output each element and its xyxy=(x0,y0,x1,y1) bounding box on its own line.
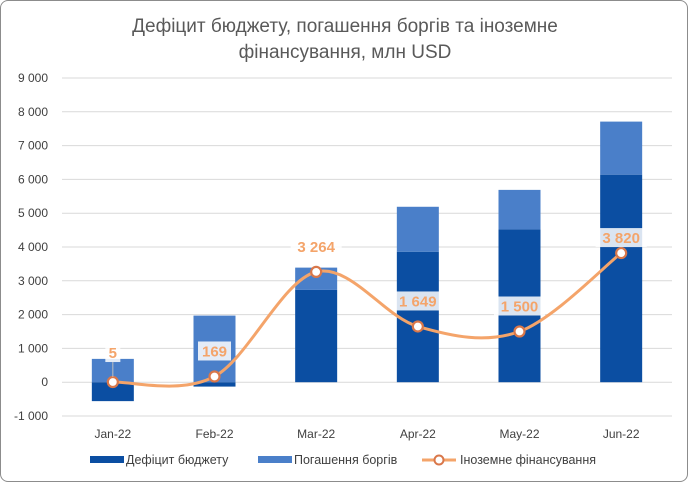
y-tick-label: 4 000 xyxy=(18,240,48,254)
gridlines xyxy=(62,77,672,417)
line-series xyxy=(106,246,628,389)
legend-label: Погашення боргів xyxy=(294,453,398,467)
y-tick-label: 5 000 xyxy=(18,206,48,220)
y-tick-label: -1 000 xyxy=(14,409,48,423)
bar-debt-repayment xyxy=(295,267,338,290)
bar-debt-repayment xyxy=(600,121,643,175)
bar-debt-repayment xyxy=(498,189,541,230)
x-tick-label: Jan-22 xyxy=(94,427,131,441)
bar-budget-deficit xyxy=(295,289,338,383)
y-tick-label: 9 000 xyxy=(18,71,48,85)
data-label: 169 xyxy=(202,343,227,360)
y-tick-label: 3 000 xyxy=(18,274,48,288)
chart-title-line2: фінансування, млн USD xyxy=(239,42,452,63)
x-tick-label: Jun-22 xyxy=(603,427,640,441)
x-tick-label: Apr-22 xyxy=(400,427,436,441)
x-tick-label: Feb-22 xyxy=(195,427,233,441)
data-label: 3 264 xyxy=(297,239,335,256)
y-tick-label: 2 000 xyxy=(18,308,48,322)
chart-title-line1: Дефіцит бюджету, погашення боргів та іно… xyxy=(132,16,558,37)
data-label-bg xyxy=(494,296,545,316)
data-label: 1 500 xyxy=(501,299,539,316)
bar-debt-repayment xyxy=(396,206,439,252)
line-marker xyxy=(615,246,628,260)
line-marker xyxy=(513,325,526,338)
legend: Дефіцит бюджету Погашення боргів Іноземне … xyxy=(90,453,596,467)
legend-label: Дефіцит бюджету xyxy=(126,453,229,467)
x-tick-label: Mar-22 xyxy=(297,427,335,441)
data-labels: 5 169 3 264 1 649 1 500 3 820 xyxy=(105,228,647,378)
y-tick-label: 7 000 xyxy=(18,139,48,153)
x-axis: Jan-22 Feb-22 Mar-22 Apr-22 May-22 Jun-22 xyxy=(94,427,639,441)
data-label-bg xyxy=(290,236,342,256)
data-label-bg xyxy=(595,228,647,248)
bars xyxy=(91,121,643,402)
data-label-bg xyxy=(198,341,231,361)
y-tick-label: 1 000 xyxy=(18,341,48,355)
y-tick-label: 6 000 xyxy=(18,172,48,186)
legend-marker xyxy=(433,454,445,466)
data-label-bg xyxy=(105,343,121,363)
y-axis: -1 000 0 1 000 2 000 3 000 4 000 5 000 6 000 7 0… xyxy=(14,71,48,423)
data-label: 1 649 xyxy=(399,293,437,310)
line-marker xyxy=(310,265,323,278)
legend-label: Іноземне фінансування xyxy=(460,453,596,467)
data-label: 5 xyxy=(109,345,117,362)
bar-budget-deficit xyxy=(600,174,643,383)
bar-budget-deficit xyxy=(193,382,236,387)
data-label: 3 820 xyxy=(602,230,640,247)
data-label-bg xyxy=(392,291,444,311)
line-marker xyxy=(106,375,119,389)
legend-swatch-debt-repayment xyxy=(258,456,292,463)
foreign-financing-line xyxy=(111,251,623,388)
y-tick-label: 8 000 xyxy=(18,105,48,119)
legend-swatch-budget-deficit xyxy=(90,456,124,463)
bar-budget-deficit xyxy=(396,251,439,383)
bar-budget-deficit xyxy=(91,382,134,402)
x-tick-label: May-22 xyxy=(499,427,539,441)
line-marker xyxy=(411,320,424,333)
line-marker xyxy=(208,370,221,383)
y-tick-label: 0 xyxy=(41,375,48,389)
